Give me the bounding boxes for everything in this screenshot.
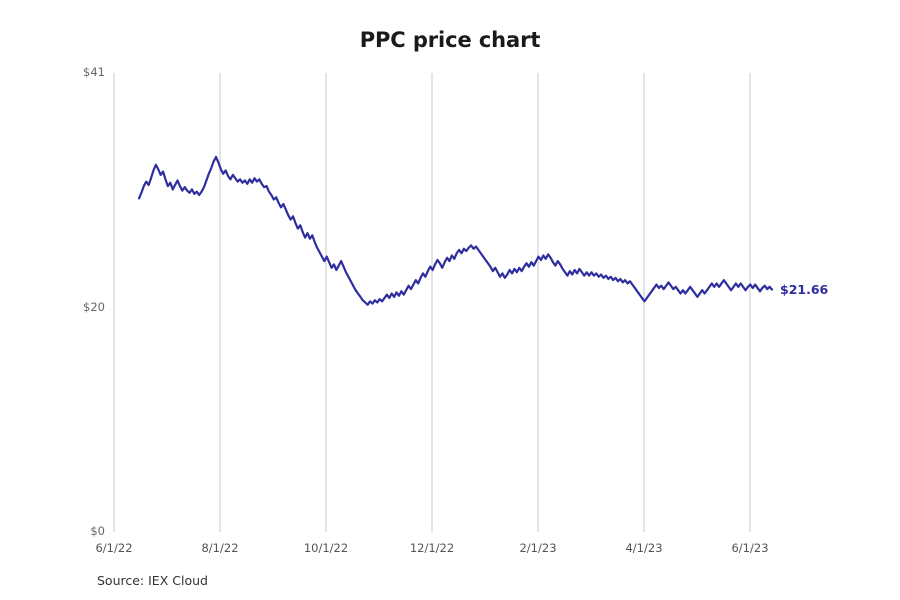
x-axis-tick-label: 6/1/22 (95, 541, 133, 555)
y-axis-tick-label: $0 (90, 524, 105, 538)
x-axis-tick-label: 4/1/23 (625, 541, 663, 555)
x-axis-tick-label: 6/1/23 (731, 541, 769, 555)
page-title: PPC price chart (359, 28, 541, 52)
y-axis-tick-label: $20 (83, 300, 105, 315)
y-axis-tick-label: $41 (83, 65, 105, 79)
last-price-annotation: $21.66 (780, 281, 829, 297)
x-axis-tick-label: 8/1/22 (201, 541, 239, 555)
x-axis-tick-label: 2/1/23 (519, 541, 557, 555)
x-axis-tick-label: 10/1/22 (303, 541, 349, 555)
price-line-series (137, 155, 774, 306)
x-axis-tick-label: 12/1/22 (409, 541, 455, 555)
source-note: Source: IEX Cloud (97, 573, 208, 588)
